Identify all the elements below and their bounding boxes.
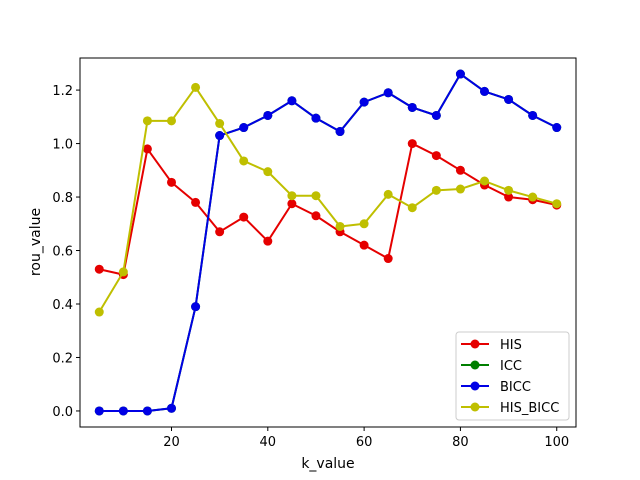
data-point-his-bicc (480, 176, 490, 186)
data-point-bicc (455, 69, 465, 79)
legend-box (455, 331, 570, 421)
y-tick-label: 0.6 (52, 245, 73, 260)
legend-marker-icc (470, 360, 480, 370)
data-point-bicc (142, 406, 152, 416)
data-point-bicc (94, 406, 104, 416)
legend: HIS ICC BICC HIS_BICC (455, 331, 570, 421)
y-axis: 0.0 0.2 0.4 0.6 0.8 1.0 1.2 (52, 84, 80, 420)
data-point-bicc (239, 123, 249, 133)
data-point-his (311, 211, 321, 221)
data-point-bicc (359, 97, 369, 107)
data-point-his (239, 212, 249, 222)
data-point-bicc (311, 113, 321, 123)
y-tick-label: 1.0 (52, 138, 73, 153)
data-point-his-bicc (431, 185, 441, 195)
x-tick-label: 20 (163, 435, 180, 450)
data-point-his (215, 227, 225, 237)
data-point-his-bicc (263, 167, 273, 177)
x-tick-label: 40 (260, 435, 277, 450)
data-point-his-bicc (239, 156, 249, 166)
data-point-his (191, 197, 201, 207)
data-point-his (94, 264, 104, 274)
legend-label-his-bicc: HIS_BICC (500, 401, 559, 416)
series-layer (94, 69, 562, 416)
data-point-his-bicc (335, 221, 345, 231)
x-tick-label: 100 (544, 435, 569, 450)
data-point-his-bicc (455, 184, 465, 194)
y-tick-label: 1.2 (52, 84, 73, 99)
data-point-bicc (552, 123, 562, 133)
data-point-his-bicc (552, 199, 562, 209)
y-tick-label: 0.2 (52, 351, 73, 366)
data-point-bicc (480, 86, 490, 96)
y-tick-label: 0.4 (52, 298, 73, 313)
data-point-his (383, 254, 393, 264)
data-point-his (359, 240, 369, 250)
data-point-his (287, 199, 297, 209)
data-point-bicc (118, 406, 128, 416)
data-point-his (263, 236, 273, 246)
data-point-his (504, 192, 514, 202)
x-tick-label: 80 (452, 435, 469, 450)
data-point-his-bicc (504, 185, 514, 195)
y-axis-label: rou_value (28, 208, 44, 276)
data-point-his-bicc (191, 82, 201, 92)
series-line-bicc (99, 73, 558, 412)
legend-label-his: HIS (500, 338, 522, 353)
data-point-his-bicc (166, 116, 176, 126)
data-point-his (455, 165, 465, 175)
data-point-bicc (407, 102, 417, 112)
data-point-his-bicc (359, 219, 369, 229)
legend-marker-his-bicc (470, 402, 480, 412)
data-point-bicc (263, 110, 273, 120)
data-point-bicc (528, 110, 538, 120)
legend-label-bicc: BICC (500, 380, 531, 395)
data-point-his-bicc (287, 191, 297, 201)
data-point-his (142, 144, 152, 154)
data-point-his-bicc (528, 192, 538, 202)
data-point-his-bicc (118, 267, 128, 277)
legend-marker-bicc (470, 381, 480, 391)
data-point-bicc (383, 88, 393, 98)
data-point-bicc (191, 302, 201, 312)
data-point-his-bicc (311, 191, 321, 201)
data-point-his-bicc (407, 203, 417, 213)
data-point-his-bicc (142, 116, 152, 126)
legend-marker-his (470, 339, 480, 349)
data-point-his (407, 139, 417, 149)
data-point-bicc (431, 110, 441, 120)
data-point-bicc (166, 403, 176, 413)
data-point-his (431, 151, 441, 161)
x-axis-label: k_value (301, 456, 354, 472)
data-point-his-bicc (383, 189, 393, 199)
data-point-bicc (504, 94, 514, 104)
x-axis: 20 40 60 80 100 (163, 427, 569, 450)
x-tick-label: 60 (356, 435, 373, 450)
data-point-his-bicc (215, 119, 225, 129)
data-point-bicc (335, 127, 345, 137)
data-point-his-bicc (94, 307, 104, 317)
legend-label-icc: ICC (500, 359, 522, 374)
data-point-bicc (215, 131, 225, 141)
y-tick-label: 0.8 (52, 191, 73, 206)
y-tick-label: 0.0 (52, 405, 73, 420)
data-point-his (166, 177, 176, 187)
data-point-bicc (287, 96, 297, 106)
